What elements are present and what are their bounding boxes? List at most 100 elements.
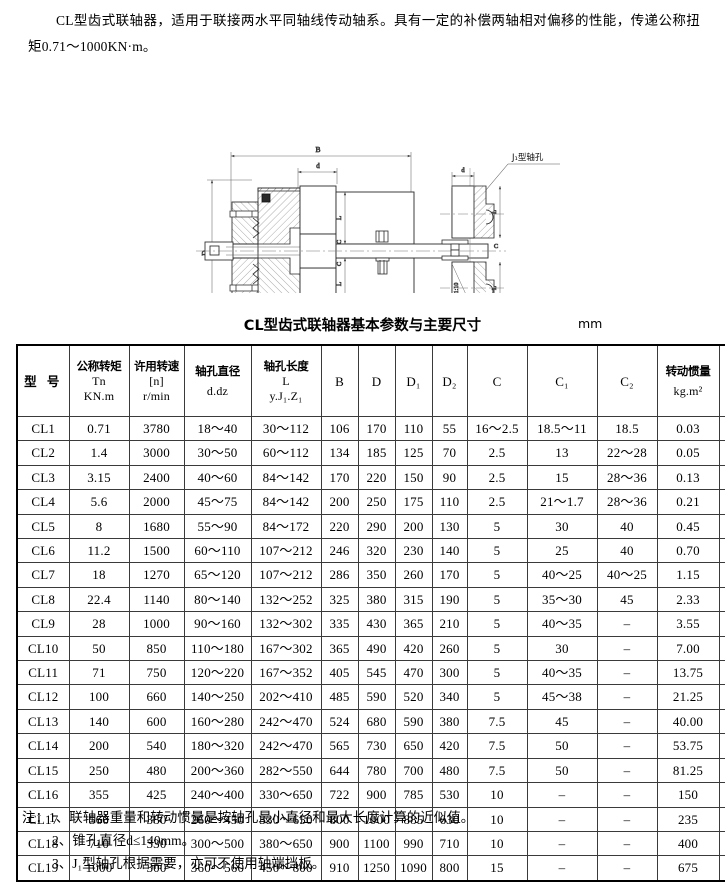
cell-nominal-torque: 50 <box>69 636 129 660</box>
cell-B: 485 <box>321 685 358 709</box>
dim-label-L-z1: L <box>491 286 498 290</box>
header-row: 型 号 公称转矩 Tn KN.m 许用转速 [n] r/min 轴孔直径 d.d… <box>17 345 725 417</box>
cell-moment-of-inertia: 81.25 <box>657 758 719 782</box>
cell-model: CL8 <box>17 587 69 611</box>
cell-D: 590 <box>358 685 395 709</box>
cell-D1: 365 <box>395 612 432 636</box>
col-header-nominal-torque: 公称转矩 Tn KN.m <box>69 345 129 417</box>
cell-moment-of-inertia: 13.75 <box>657 661 719 685</box>
col-header-allowable-speed-line3: r/min <box>130 389 184 404</box>
cell-D2: 190 <box>432 587 467 611</box>
cell-moment-of-inertia: 0.03 <box>657 417 719 441</box>
cell-D1: 650 <box>395 734 432 758</box>
cell-C2: – <box>597 636 657 660</box>
col-header-weight: 重量 kg <box>719 345 725 417</box>
cell-C2: 40～25 <box>597 563 657 587</box>
cell-B: 286 <box>321 563 358 587</box>
cell-D: 780 <box>358 758 395 782</box>
cell-C: 5 <box>467 661 527 685</box>
cell-bore-length: 84～172 <box>251 514 321 538</box>
dim-label-L-lower: L <box>335 282 343 286</box>
col-header-D-label: D <box>359 374 395 389</box>
cell-C: 5 <box>467 685 527 709</box>
dim-label-C-lower: C <box>336 262 343 266</box>
cell-C2: – <box>597 661 657 685</box>
note-line-3: 3、J₁型轴孔根据需要，亦可不使用轴端挡板。 <box>22 852 712 875</box>
cell-allowable-speed: 750 <box>129 661 184 685</box>
cell-C1: 40～35 <box>527 612 597 636</box>
table-unit-label: mm <box>578 316 602 331</box>
cell-model: CL16 <box>17 783 69 807</box>
callout-leader-j1 <box>486 164 560 190</box>
cell-moment-of-inertia: 0.70 <box>657 539 719 563</box>
cell-D2: 380 <box>432 709 467 733</box>
technical-drawing: B d D <box>0 68 725 293</box>
callout-j1-bore-type: J₁型轴孔 <box>511 152 544 163</box>
cell-allowable-speed: 600 <box>129 709 184 733</box>
cell-B: 565 <box>321 734 358 758</box>
cell-bore-length: 242～470 <box>251 709 321 733</box>
col-header-D: D <box>358 345 395 417</box>
cell-model: CL4 <box>17 490 69 514</box>
note-item-3: 3、J₁型轴孔根据需要，亦可不使用轴端挡板。 <box>52 856 325 871</box>
cell-C: 5 <box>467 563 527 587</box>
cell-bore-diameter: 240～400 <box>184 783 251 807</box>
cell-D1: 200 <box>395 514 432 538</box>
cell-D1: 420 <box>395 636 432 660</box>
cell-moment-of-inertia: 2.33 <box>657 587 719 611</box>
cell-weight: 3584 <box>719 831 725 855</box>
intro-paragraph: CL型齿式联轴器，适用于联接两水平同轴线传动轴系。具有一定的补偿两轴相对偏移的性… <box>28 8 700 60</box>
cell-bore-length: 107～212 <box>251 563 321 587</box>
dim-label-d-upper: d <box>316 162 320 170</box>
cell-bore-length: 132～252 <box>251 587 321 611</box>
cell-moment-of-inertia: 0.21 <box>657 490 719 514</box>
cell-C1: – <box>527 783 597 807</box>
cell-C2: 28～36 <box>597 490 657 514</box>
cell-nominal-torque: 8 <box>69 514 129 538</box>
cell-weight: 114.2 <box>719 563 725 587</box>
cell-moment-of-inertia: 150 <box>657 783 719 807</box>
spec-table-head: 型 号 公称转矩 Tn KN.m 许用转速 [n] r/min 轴孔直径 d.d… <box>17 345 725 417</box>
cell-C: 5 <box>467 587 527 611</box>
cell-C2: 18.5 <box>597 417 657 441</box>
cell-C: 5 <box>467 514 527 538</box>
cell-moment-of-inertia: 53.75 <box>657 734 719 758</box>
cell-bore-length: 30～112 <box>251 417 321 441</box>
cell-weight: 1307 <box>719 758 725 782</box>
col-header-bore-length-line2: L <box>252 374 321 389</box>
cell-nominal-torque: 250 <box>69 758 129 782</box>
cell-C2: 40 <box>597 514 657 538</box>
cell-C1: 50 <box>527 734 597 758</box>
cell-C: 16～2.5 <box>467 417 527 441</box>
cell-D1: 470 <box>395 661 432 685</box>
cell-C1: 21～1.7 <box>527 490 597 514</box>
cell-bore-length: 167～352 <box>251 661 321 685</box>
col-header-bore-diameter-line1: 轴孔直径 <box>185 364 251 379</box>
cell-moment-of-inertia: 0.13 <box>657 465 719 489</box>
cell-C2: – <box>597 709 657 733</box>
cell-D2: 55 <box>432 417 467 441</box>
cell-B: 405 <box>321 661 358 685</box>
cell-model: CL12 <box>17 685 69 709</box>
cell-C: 2.5 <box>467 441 527 465</box>
cell-D1: 520 <box>395 685 432 709</box>
cell-C1: 50 <box>527 758 597 782</box>
cell-C: 10 <box>467 783 527 807</box>
cell-weight: 156 <box>719 587 725 611</box>
cell-nominal-torque: 28 <box>69 612 129 636</box>
cell-bore-diameter: 30～50 <box>184 441 251 465</box>
cell-C2: – <box>597 612 657 636</box>
cell-model: CL3 <box>17 465 69 489</box>
cell-C: 2.5 <box>467 490 527 514</box>
cell-D2: 480 <box>432 758 467 782</box>
cell-D: 320 <box>358 539 395 563</box>
cell-weight: 44.7 <box>719 490 725 514</box>
cell-moment-of-inertia: 7.00 <box>657 636 719 660</box>
